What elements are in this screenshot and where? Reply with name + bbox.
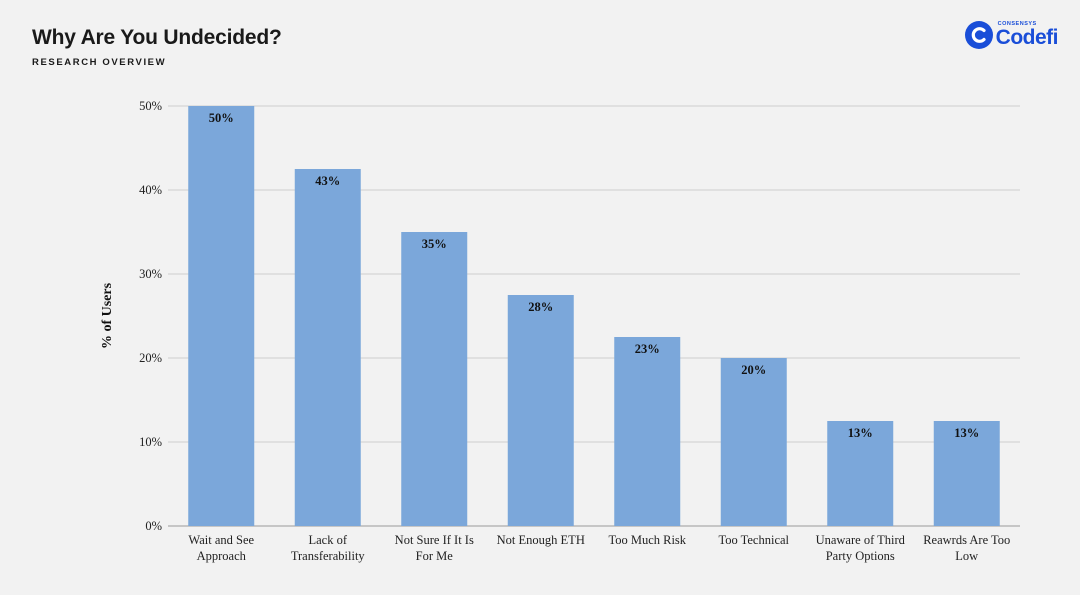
y-axis-label: % of Users bbox=[100, 282, 115, 349]
data-label: 50% bbox=[209, 111, 234, 125]
bar-4 bbox=[507, 295, 574, 526]
bar-5 bbox=[614, 337, 681, 526]
bar-7 bbox=[827, 421, 894, 526]
data-label: 28% bbox=[528, 300, 553, 314]
category-label: Party Options bbox=[826, 549, 895, 563]
data-label: 35% bbox=[422, 237, 447, 251]
data-label: 13% bbox=[848, 426, 873, 440]
data-label: 43% bbox=[315, 174, 340, 188]
y-tick-label: 40% bbox=[139, 183, 162, 197]
category-label: Unaware of Third bbox=[816, 533, 906, 547]
category-label: Not Enough ETH bbox=[497, 533, 585, 547]
data-label: 23% bbox=[635, 342, 660, 356]
codefi-logo-icon bbox=[964, 21, 993, 49]
bar-3 bbox=[401, 232, 468, 526]
category-label: Transferability bbox=[291, 549, 366, 563]
page-title: Why Are You Undecided? bbox=[32, 26, 282, 49]
bar-2 bbox=[294, 169, 361, 526]
y-tick-label: 0% bbox=[145, 519, 162, 533]
y-tick-label: 20% bbox=[139, 351, 162, 365]
category-label: Too Much Risk bbox=[608, 533, 686, 547]
y-tick-label: 50% bbox=[139, 99, 162, 113]
page-subtitle: RESEARCH OVERVIEW bbox=[32, 57, 167, 68]
codefi-logo: CONSENSYS Codefi bbox=[964, 20, 1059, 50]
bar-8 bbox=[933, 421, 1000, 526]
header: Why Are You Undecided? RESEARCH OVERVIEW bbox=[32, 26, 282, 68]
data-label: 20% bbox=[741, 363, 766, 377]
category-label: Lack of bbox=[308, 533, 347, 547]
y-tick-label: 30% bbox=[139, 267, 162, 281]
y-tick-label: 10% bbox=[139, 435, 162, 449]
category-label: Not Sure If It Is bbox=[395, 533, 474, 547]
bar-6 bbox=[720, 358, 787, 526]
category-label: Approach bbox=[197, 549, 247, 563]
category-label: Low bbox=[955, 549, 978, 563]
category-label: Too Technical bbox=[718, 533, 789, 547]
data-label: 13% bbox=[954, 426, 979, 440]
logo-big-text: Codefi bbox=[995, 26, 1059, 50]
bar-1 bbox=[188, 106, 255, 526]
category-label: Reawrds Are Too bbox=[923, 533, 1010, 547]
category-label: For Me bbox=[416, 549, 454, 563]
category-label: Wait and See bbox=[188, 533, 254, 547]
logo-small-text: CONSENSYS bbox=[997, 20, 1037, 27]
